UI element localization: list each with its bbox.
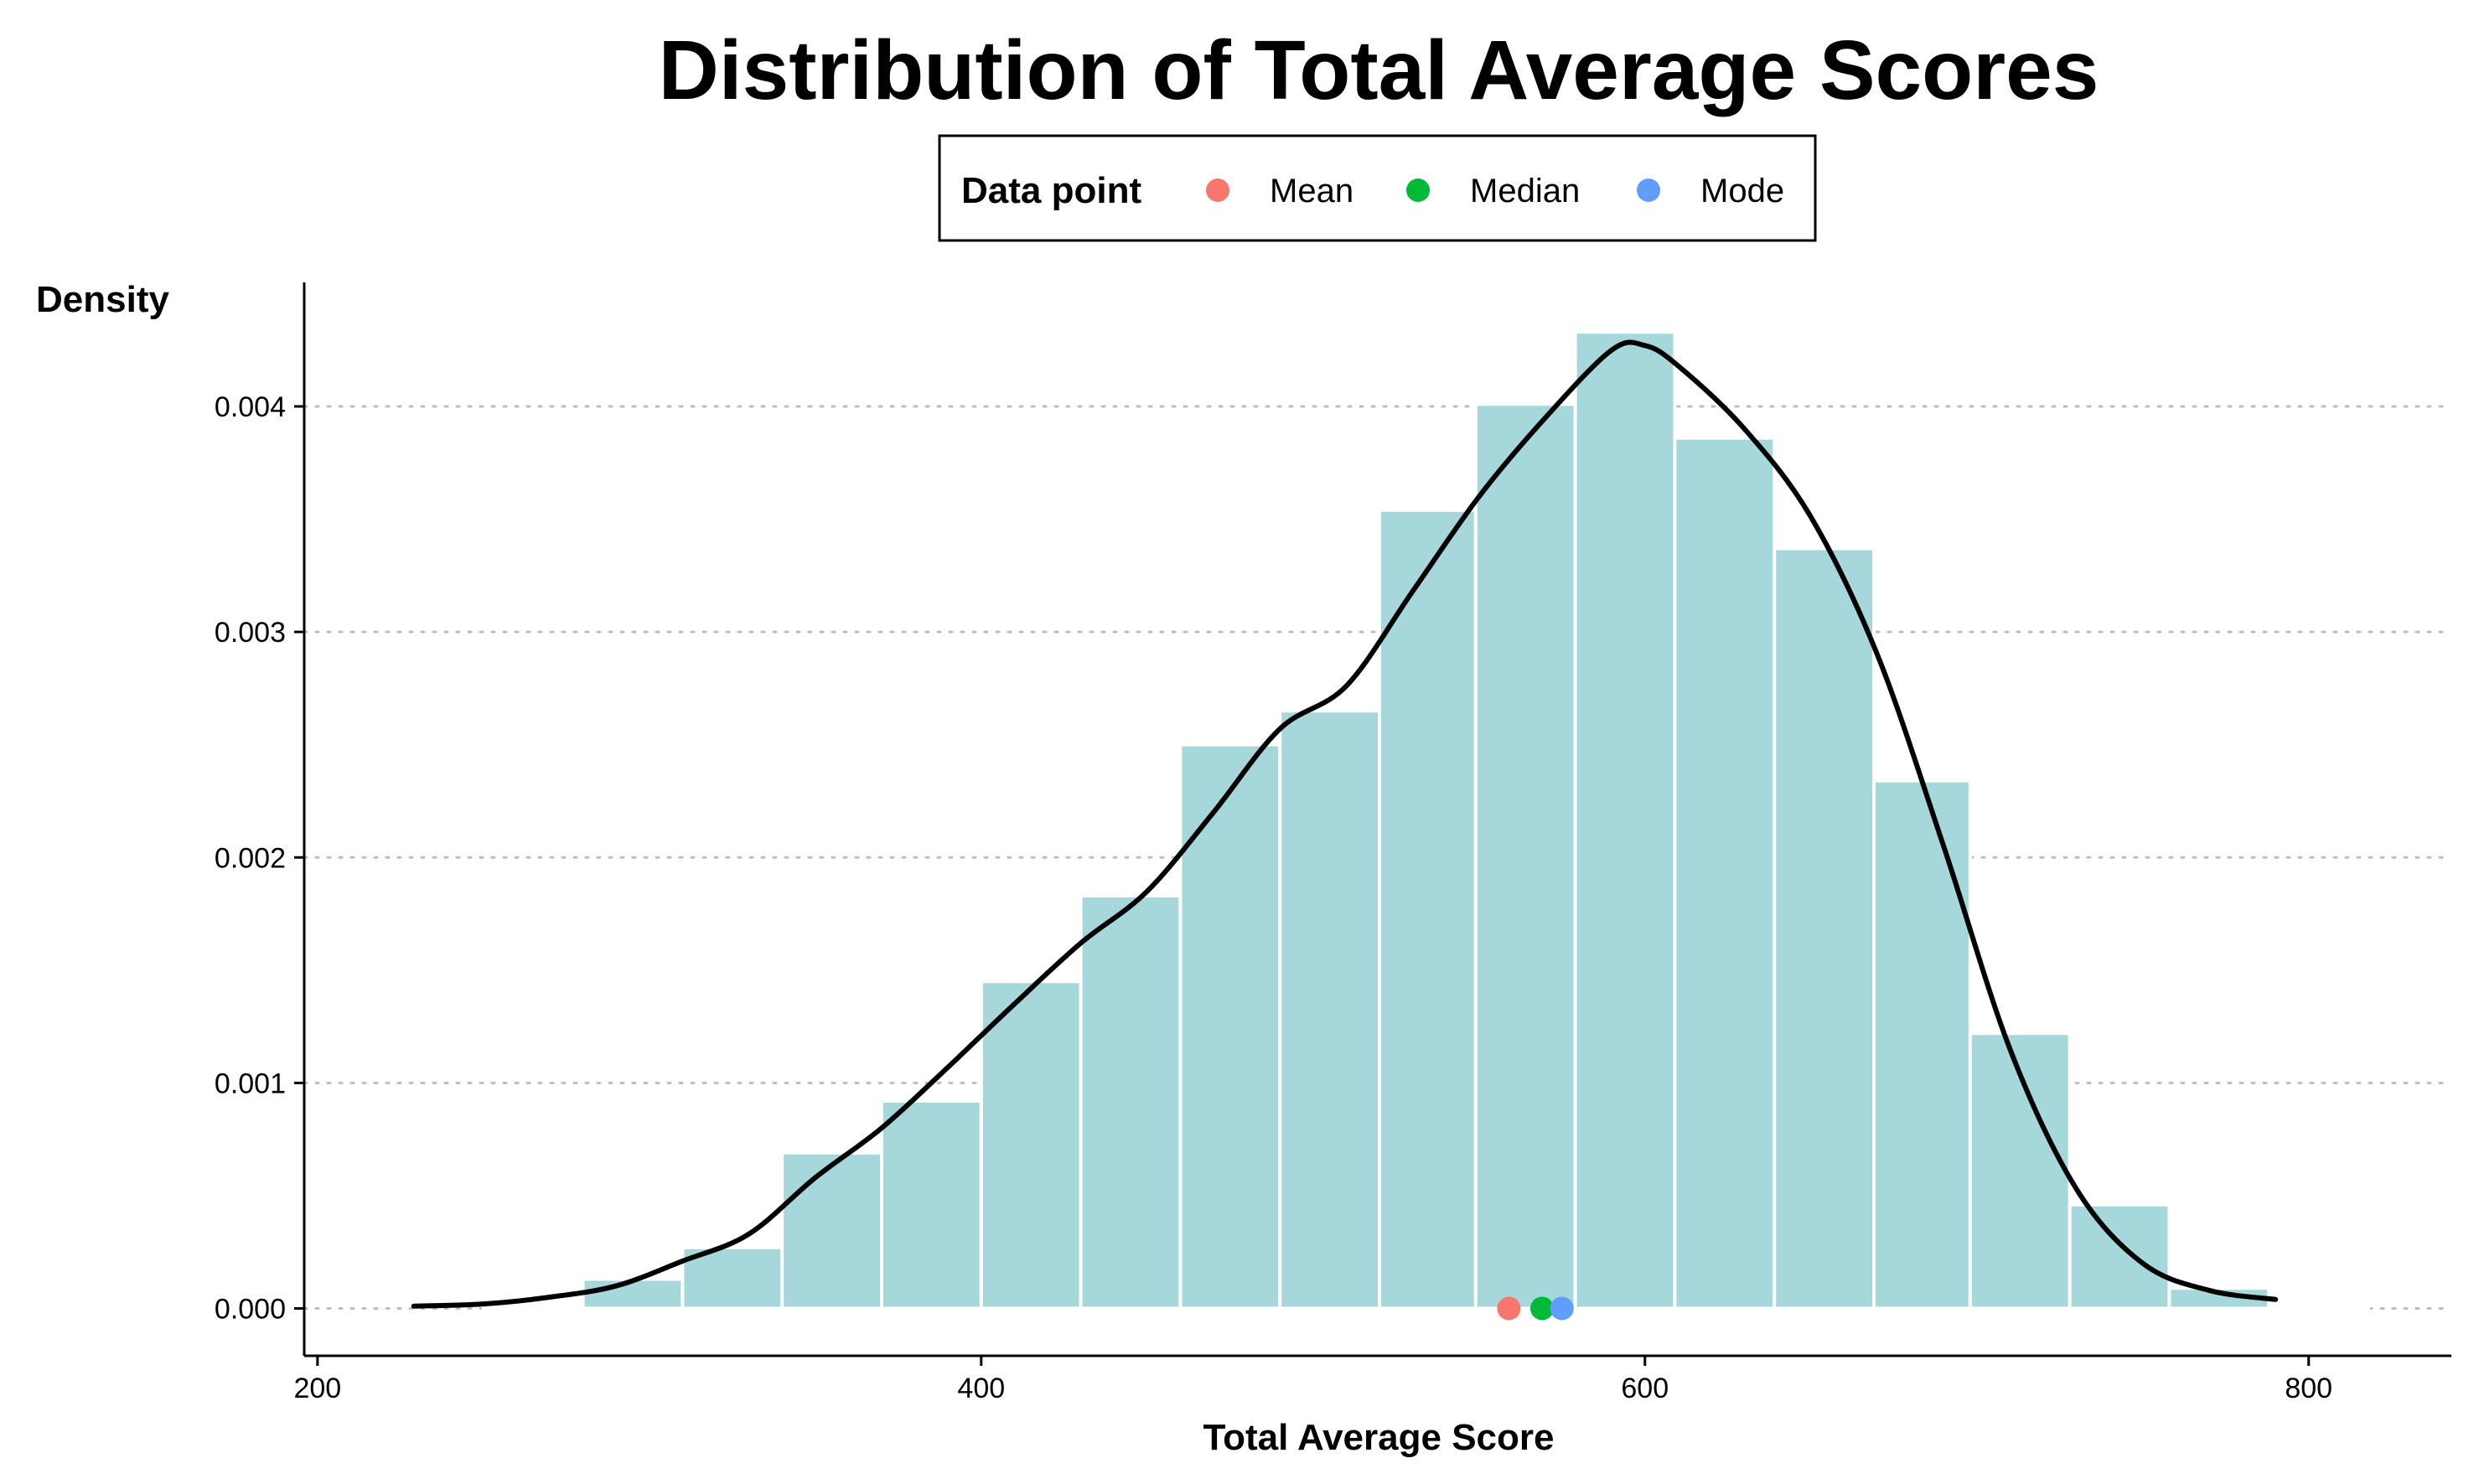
x-tick-label: 200 (293, 1373, 341, 1404)
legend-key-median (1406, 178, 1430, 202)
legend-title: Data point (961, 170, 1141, 211)
legend-key-mode (1637, 178, 1660, 202)
histogram-bar (1573, 330, 1677, 1311)
y-axis-ticks: 0.000 0.001 0.002 0.003 0.004 (215, 391, 304, 1325)
histogram-bar (1178, 742, 1282, 1311)
legend: Data point Mean Median Mode (938, 134, 1817, 242)
histogram-bar (880, 1099, 983, 1311)
histogram-bar (2267, 1304, 2371, 1311)
histogram-bar (1673, 436, 1777, 1311)
legend-key-mean (1206, 178, 1229, 202)
point-mode (1550, 1296, 1574, 1321)
histogram-bar (581, 1277, 685, 1311)
histogram-bars (481, 330, 2371, 1311)
histogram-bar (1079, 894, 1183, 1311)
histogram-bar (1278, 709, 1381, 1311)
legend-label-median: Median (1470, 173, 1580, 209)
legend-box (938, 134, 1817, 242)
y-tick-label: 0.003 (215, 617, 286, 649)
legend-label-mode: Mode (1700, 173, 1784, 209)
legend-items: Mean Median Mode (1206, 173, 1784, 209)
y-tick-label: 0.000 (215, 1293, 286, 1325)
legend-label-mean: Mean (1270, 173, 1353, 209)
chart-title: Distribution of Total Average Scores (659, 23, 2099, 117)
histogram-bar (1473, 402, 1577, 1311)
histogram-bar (780, 1150, 884, 1311)
histogram-bar (2068, 1202, 2171, 1311)
x-axis-ticks: 200 400 600 800 (293, 1356, 2332, 1404)
histogram-bar (1871, 778, 1972, 1311)
histogram-bar (1773, 546, 1876, 1311)
y-tick-label: 0.004 (215, 391, 286, 423)
x-tick-label: 800 (2285, 1373, 2332, 1404)
y-tick-label: 0.002 (215, 842, 286, 874)
x-tick-label: 400 (957, 1373, 1005, 1404)
density-curve (411, 339, 2279, 1309)
histogram-bar (979, 980, 1083, 1311)
histogram-bar (481, 1304, 585, 1311)
point-median (1530, 1296, 1555, 1321)
point-mean (1497, 1296, 1521, 1321)
histogram-bar (1377, 508, 1478, 1311)
y-axis-title: Density (36, 279, 169, 320)
x-axis-title: Total Average Score (1203, 1417, 1555, 1458)
summary-points (1497, 1296, 1574, 1321)
y-tick-label: 0.001 (215, 1068, 286, 1099)
x-tick-label: 600 (1621, 1373, 1669, 1404)
